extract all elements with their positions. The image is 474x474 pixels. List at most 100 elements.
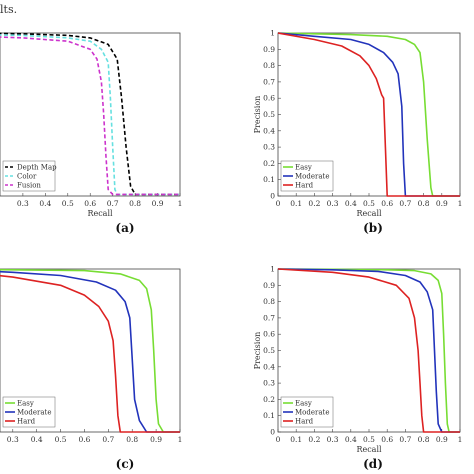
x-tick-label: 0.5	[363, 199, 375, 208]
x-tick-label: 0.2	[308, 435, 320, 444]
legend-label: Hard	[295, 418, 314, 426]
x-tick-label: 0	[276, 435, 281, 444]
series-line-moderate	[0, 270, 180, 433]
series-line-hard	[278, 268, 460, 433]
y-tick-label: 0.7	[263, 313, 275, 322]
y-tick-label: 0.1	[263, 175, 275, 184]
x-tick-label: 0.6	[78, 435, 90, 444]
legend-label: Moderate	[295, 409, 329, 417]
x-tick-label: 0.3	[7, 435, 19, 444]
y-tick-label: 0.4	[263, 362, 275, 371]
x-tick-label: 0.4	[345, 435, 357, 444]
panel-caption: (d)	[363, 457, 383, 471]
chart-panel-b: 0 0.1 0.2 0.3 0.4 0.5 0.6 0.7 0.8 0.9 1 0 0.1 0.2 0.3 0…	[253, 29, 462, 236]
y-tick-label: 0.8	[263, 297, 275, 306]
y-tick-label: 0.6	[263, 94, 275, 103]
series-line-fusion	[0, 36, 180, 196]
x-tick-label: 0.3	[17, 199, 29, 208]
x-tick-label: 0.9	[436, 199, 448, 208]
x-tick-label: 0	[276, 199, 281, 208]
y-tick-label: 0.9	[263, 281, 275, 290]
legend-label: Hard	[17, 418, 36, 426]
series-line-depth-map	[0, 32, 180, 196]
y-axis-label: Precision	[253, 332, 262, 370]
x-axis-label: Recall	[87, 209, 113, 218]
x-tick-label: 0.9	[150, 435, 162, 444]
x-axis-label: Recall	[356, 209, 382, 218]
x-axis-label: Recall	[356, 445, 382, 454]
x-tick-label: 0.7	[399, 199, 411, 208]
legend-label: Color	[17, 173, 37, 181]
legend-label: Depth Map	[17, 164, 57, 172]
y-tick-label: 0.9	[263, 45, 275, 54]
legend-label: Moderate	[295, 173, 329, 181]
y-tick-label: 0.3	[263, 143, 275, 152]
legend-label: Moderate	[17, 409, 51, 417]
legend-label: Easy	[295, 400, 312, 408]
y-tick-label: 0.6	[263, 330, 275, 339]
x-tick-label: 0.8	[129, 199, 141, 208]
y-tick-label: 0.8	[263, 61, 275, 70]
legend-label: Fusion	[17, 182, 41, 190]
x-tick-label: 0.7	[107, 199, 119, 208]
x-tick-label: 0.5	[55, 435, 67, 444]
y-tick-label: 0.3	[263, 379, 275, 388]
chart-panel-d: 0 0.1 0.2 0.3 0.4 0.5 0.6 0.7 0.8 0.9 1 0 0.1 0.2 0.3 0…	[253, 265, 462, 472]
x-tick-label: 0.1	[290, 199, 302, 208]
y-tick-label: 0.5	[263, 110, 275, 119]
series-line-color	[0, 34, 180, 196]
panel-caption: (a)	[115, 221, 134, 235]
legend-label: Hard	[295, 182, 314, 190]
x-tick-label: 0.8	[418, 199, 430, 208]
y-tick-label: 1	[270, 29, 275, 38]
series-line-easy	[278, 268, 460, 433]
x-tick-label: 0.8	[126, 435, 138, 444]
y-tick-label: 0.2	[263, 395, 275, 404]
x-tick-label: 1	[178, 435, 183, 444]
x-tick-label: 1	[178, 199, 183, 208]
x-tick-label: 0.9	[152, 199, 164, 208]
legend-label: Easy	[295, 164, 312, 172]
x-tick-label: 0.3	[327, 199, 339, 208]
x-tick-label: 0.4	[39, 199, 51, 208]
x-tick-label: 1	[458, 199, 463, 208]
series-line-hard	[0, 274, 180, 433]
x-tick-label: 0.6	[84, 199, 96, 208]
y-tick-label: 0.1	[263, 411, 275, 420]
y-tick-label: 0	[270, 428, 275, 437]
x-tick-label: 0.1	[290, 435, 302, 444]
x-tick-label: 0.7	[102, 435, 114, 444]
y-tick-label: 0.5	[263, 346, 275, 355]
chart-panel-a: 0.3 0.4 0.5 0.6 0.7 0.8 0.9 1 Recall Depth MapCol…	[0, 32, 183, 235]
series-line-hard	[278, 32, 460, 197]
x-tick-label: 0.4	[345, 199, 357, 208]
panel-caption: (b)	[363, 221, 383, 235]
series-line-moderate	[278, 32, 460, 197]
series-line-easy	[278, 32, 460, 197]
x-tick-label: 0.4	[31, 435, 43, 444]
x-tick-label: 0.3	[327, 435, 339, 444]
x-tick-label: 0.5	[363, 435, 375, 444]
plot-frame	[0, 268, 181, 433]
series-line-easy	[0, 268, 180, 433]
x-tick-label: 0.6	[381, 435, 393, 444]
x-tick-label: 0.9	[436, 435, 448, 444]
header-fragment: lts.	[0, 3, 17, 16]
x-tick-label: 0.7	[399, 435, 411, 444]
y-tick-label: 0.4	[263, 126, 275, 135]
series-line-moderate	[278, 268, 460, 433]
x-tick-label: 0.8	[418, 435, 430, 444]
x-tick-label: 0.6	[381, 199, 393, 208]
x-tick-label: 0.2	[308, 199, 320, 208]
panel-caption: (c)	[116, 457, 135, 471]
x-tick-label: 1	[458, 435, 463, 444]
y-tick-label: 1	[270, 265, 275, 274]
legend-label: Easy	[17, 400, 34, 408]
y-tick-label: 0.7	[263, 77, 275, 86]
y-tick-label: 0	[270, 192, 275, 201]
y-tick-label: 0.2	[263, 159, 275, 168]
x-tick-label: 0.5	[62, 199, 74, 208]
y-axis-label: Precision	[253, 96, 262, 134]
